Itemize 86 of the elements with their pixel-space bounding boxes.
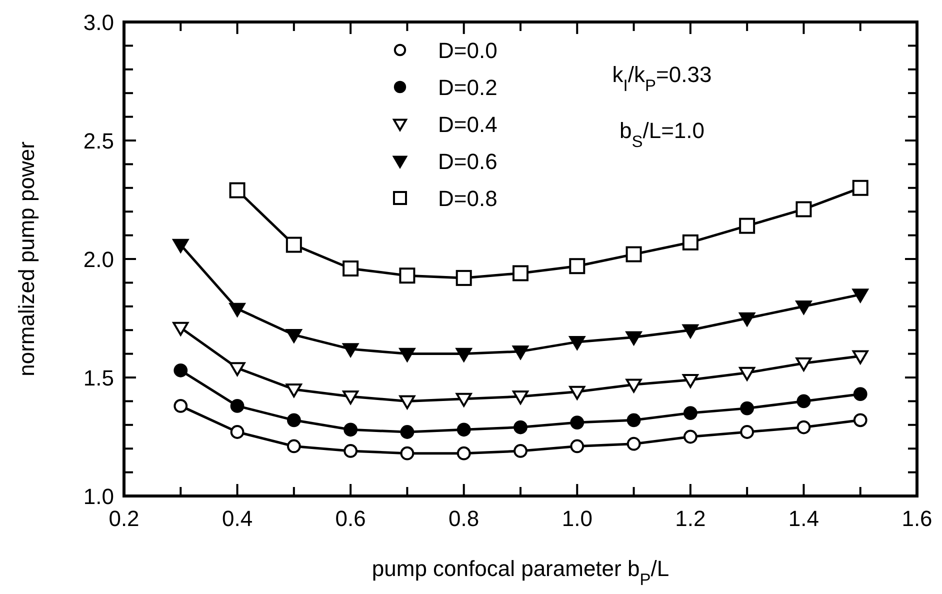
legend-label: D=0.8 [438,186,498,211]
legend-label: D=0.0 [438,38,498,63]
point [796,357,812,372]
y-tick-label: 3.0 [83,10,114,35]
annotation: k$_{I}$/k$_{P}$=0.33 [612,62,712,95]
point [740,425,754,439]
point [512,265,528,282]
point [229,362,246,376]
point [570,439,584,454]
x-tick-label: 0.8 [448,506,480,531]
point [626,246,642,262]
point [796,420,811,434]
point [796,394,811,408]
point [626,436,641,451]
x-tick-label: 1.0 [562,506,592,531]
point [399,268,416,284]
point [512,390,528,404]
point [852,350,868,364]
y-tick-label: 1.0 [83,484,114,509]
point [286,236,302,253]
x-tick-label: 0.6 [335,506,366,531]
point [853,413,868,428]
point [230,425,244,439]
point [230,398,244,413]
point [683,430,698,444]
y-axis-title: normalized pump power [14,142,39,376]
point [626,331,642,346]
point [174,363,188,378]
point [286,439,301,454]
point [286,413,301,428]
x-tick-label: 1.4 [788,506,820,531]
point [229,182,246,198]
legend-label: D=0.6 [438,149,498,174]
point [399,348,416,362]
point [456,392,472,407]
point [342,260,359,276]
point [174,398,188,413]
point [229,302,246,317]
x-tick-label: 1.6 [902,506,932,531]
point [286,328,302,343]
point [740,401,754,416]
x-axis-title: pump confocal parameter b$_{P}$/L [372,556,670,589]
point [569,386,586,400]
point [342,390,359,404]
point [400,425,414,439]
point [512,346,528,360]
point [852,180,868,196]
y-tick-label: 2.5 [83,128,114,154]
point [456,348,472,362]
point [172,238,189,253]
point [569,258,586,274]
annotation: b$_{S}$/L=1.0 [619,118,705,151]
point [739,218,756,234]
point [739,366,756,381]
point [682,234,698,250]
point [796,300,812,314]
point [796,201,812,218]
y-tick-label: 1.5 [83,366,114,390]
point [456,446,471,460]
point [852,288,868,303]
point [400,446,414,460]
point [456,422,471,437]
point [683,406,698,420]
point [286,383,302,398]
point [514,444,528,458]
point [344,422,358,437]
x-tick-label: 0.4 [222,506,253,531]
point [514,420,528,434]
point [626,413,641,428]
point [342,343,359,358]
point [399,395,416,410]
point [626,378,642,393]
point [682,374,698,388]
x-tick-label: 1.2 [675,506,706,531]
point [344,444,358,458]
x-tick-label: 0.2 [108,506,140,531]
point [570,416,584,430]
legend-label: D=0.4 [438,112,498,137]
y-tick-label: 2.0 [83,247,114,272]
point [853,387,868,402]
legend-label: D=0.2 [438,75,498,100]
point [172,322,189,336]
point [569,336,586,350]
point [739,312,756,326]
point [456,270,472,286]
point [682,324,698,338]
